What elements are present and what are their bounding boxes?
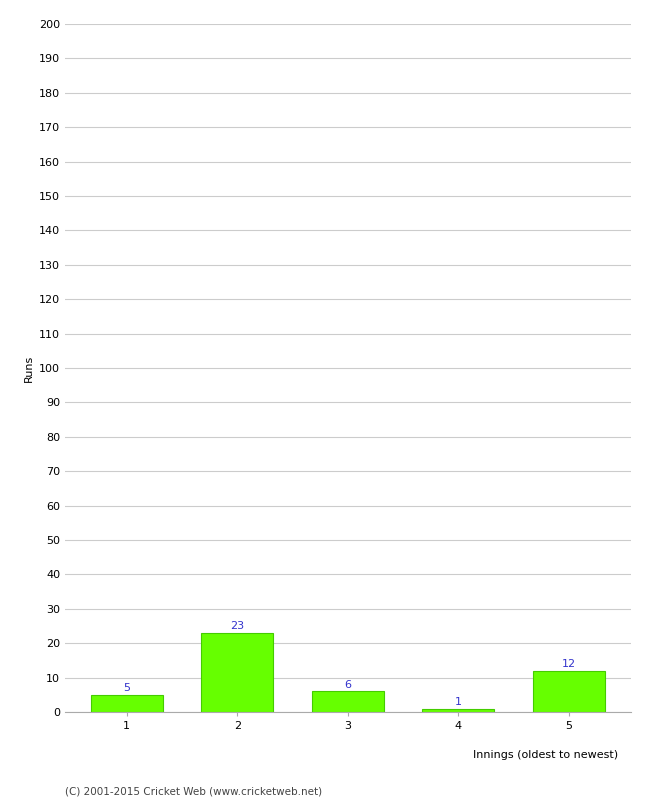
Text: 6: 6 <box>344 680 351 690</box>
Bar <box>533 670 604 712</box>
Y-axis label: Runs: Runs <box>23 354 33 382</box>
Bar <box>422 709 494 712</box>
Bar <box>91 694 162 712</box>
Bar <box>202 633 273 712</box>
Text: 5: 5 <box>123 683 130 693</box>
Text: 23: 23 <box>230 621 244 631</box>
Text: (C) 2001-2015 Cricket Web (www.cricketweb.net): (C) 2001-2015 Cricket Web (www.cricketwe… <box>65 786 322 796</box>
Bar <box>312 691 384 712</box>
X-axis label: Innings (oldest to newest): Innings (oldest to newest) <box>473 750 618 760</box>
Text: 1: 1 <box>455 697 461 707</box>
Text: 12: 12 <box>562 659 576 669</box>
